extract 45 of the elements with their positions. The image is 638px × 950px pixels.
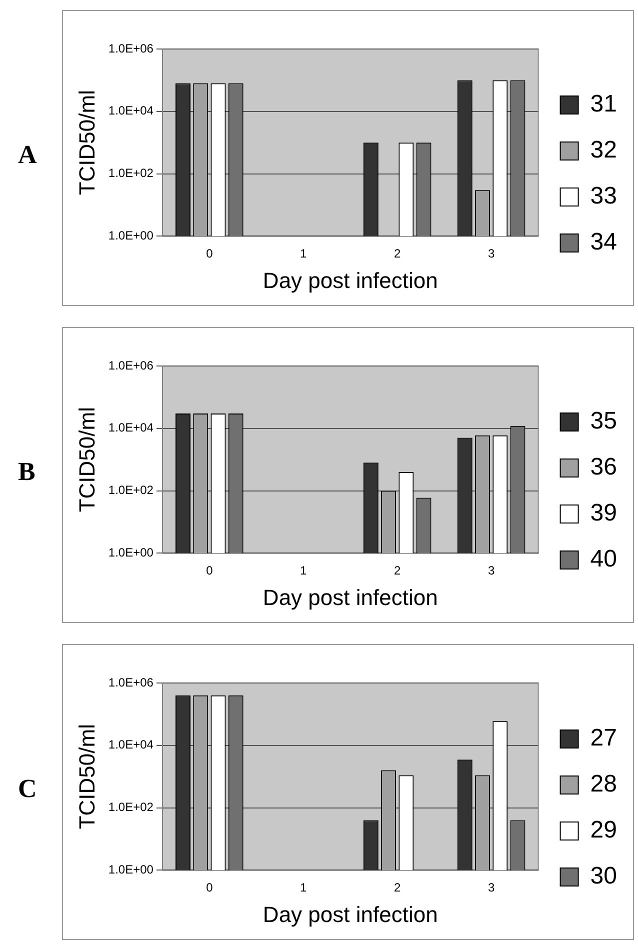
x-axis-title: Day post infection — [262, 268, 438, 293]
legend-label: 36 — [590, 454, 618, 481]
legend-label: 32 — [590, 136, 618, 164]
y-tick-label: 1.0E+00 — [108, 862, 154, 877]
y-axis-title: TCID50/ml — [74, 724, 100, 830]
x-tick-label: 0 — [206, 246, 214, 261]
y-tick-label: 1.0E+06 — [108, 675, 154, 690]
legend-label: 39 — [590, 500, 618, 527]
x-tick-label: 0 — [206, 880, 214, 895]
legend-label: 27 — [590, 724, 618, 752]
x-axis-title: Day post infection — [262, 584, 438, 610]
x-tick-label: 0 — [206, 564, 214, 578]
y-tick-label: 1.0E+04 — [108, 738, 154, 752]
legend-label: 34 — [590, 228, 618, 256]
y-tick-label: 1.0E+04 — [108, 104, 154, 118]
x-tick-label: 3 — [488, 246, 495, 261]
y-axis-title: TCID50/ml — [74, 90, 100, 196]
y-tick-label: 1.0E+02 — [108, 166, 154, 180]
text: A — [18, 140, 37, 170]
y-tick-label: 1.0E+00 — [108, 228, 154, 243]
legend-label: 33 — [590, 182, 618, 210]
y-tick-label: 1.0E+02 — [108, 800, 154, 814]
x-tick-label: 1 — [300, 564, 308, 578]
x-tick-label: 3 — [488, 880, 495, 895]
x-axis-title: Day post infection — [262, 902, 438, 927]
legend-label: 35 — [590, 408, 618, 435]
text: B — [18, 457, 36, 487]
y-tick-label: 1.0E+04 — [108, 420, 154, 435]
legend-label: 30 — [590, 862, 618, 890]
x-tick-label: 2 — [394, 564, 402, 578]
legend-label: 31 — [590, 90, 618, 118]
y-tick-label: 1.0E+02 — [108, 483, 154, 498]
y-tick-label: 1.0E+06 — [108, 41, 154, 56]
y-tick-label: 1.0E+00 — [108, 546, 154, 560]
x-tick-label: 1 — [300, 880, 308, 895]
legend-label: 29 — [590, 816, 618, 844]
legend-label: 40 — [590, 546, 618, 573]
legend-label: 28 — [590, 770, 618, 798]
y-axis-title: TCID50/ml — [74, 407, 100, 512]
x-tick-label: 2 — [394, 880, 402, 895]
x-tick-label: 1 — [300, 246, 308, 261]
y-tick-label: 1.0E+06 — [108, 358, 154, 372]
text: C — [18, 774, 37, 804]
x-tick-label: 2 — [394, 246, 402, 261]
x-tick-label: 3 — [488, 564, 495, 578]
